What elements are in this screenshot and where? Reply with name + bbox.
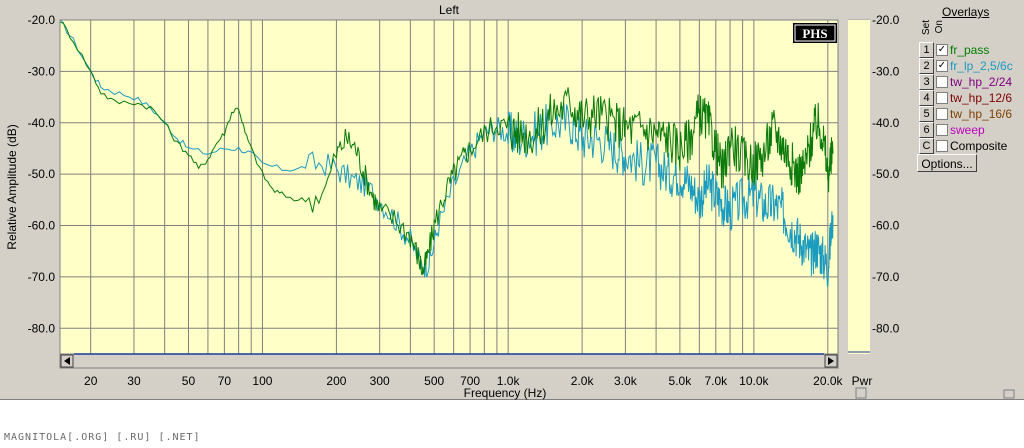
y-tick-label-right: -80.0 [872, 321, 900, 335]
overlay-set-button[interactable]: 5 [919, 106, 934, 122]
x-tick-label: 10.0k [739, 374, 769, 388]
overlay-row: 4 tw_hp_12/6 [919, 90, 1024, 106]
series-line-1 [59, 21, 834, 276]
y-axis-label: Relative Amplitude (dB) [5, 124, 19, 249]
watermark: MAGNITOLA[.ORG] [.RU] [.NET] [4, 432, 201, 443]
x-tick-label: 1.0k [497, 374, 521, 388]
overlay-row: 6 sweep [919, 122, 1024, 138]
overlay-checkbox[interactable]: ✓ [936, 44, 948, 56]
x-axis-label: Frequency (Hz) [464, 386, 547, 400]
overlays-title: Overlays [942, 5, 990, 19]
y-tick-label-right: -40.0 [872, 116, 900, 130]
y-tick-label-right: -30.0 [872, 64, 900, 78]
y-tick-labels-left: -20.0 -30.0 -40.0 -50.0 -60.0 -70.0 -80.0 [28, 13, 56, 335]
h-scrollbar[interactable] [59, 353, 839, 369]
overlay-checkbox[interactable] [936, 92, 948, 104]
window-border [0, 399, 1024, 400]
overlay-label: fr_lp_2,5/6c [950, 59, 1013, 73]
chart: PHS Left Frequency (Hz) Relative Amplitu… [5, 3, 1015, 400]
options-button[interactable]: Options... [917, 154, 977, 172]
overlay-label: tw_hp_16/6 [950, 107, 1013, 121]
x-tick-label: 300 [370, 374, 390, 388]
overlay-checkbox[interactable]: ✓ [936, 60, 948, 72]
right-arrow-icon [828, 357, 834, 365]
x-tick-label: 20.0k [813, 374, 843, 388]
overlay-set-button[interactable]: 3 [919, 74, 934, 90]
resize-grip[interactable] [855, 387, 867, 399]
y-tick-label: -40.0 [28, 116, 56, 130]
y-tick-label-right: -20.0 [872, 13, 900, 27]
y-tick-label: -80.0 [28, 321, 56, 335]
overlay-row: 5 tw_hp_16/6 [919, 106, 1024, 122]
x-tick-labels: 20 30 50 70 100 200 300 500 700 1.0k 2.0k 3.0k 5.0k 7… [84, 374, 843, 388]
y-tick-labels-right: -20.0 -30.0 -40.0 -50.0 -60.0 -70.0 -80.0 [872, 13, 900, 335]
svg-text:PHS: PHS [802, 26, 827, 41]
overlay-set-button[interactable]: C [919, 138, 934, 154]
overlay-label: tw_hp_12/6 [950, 91, 1013, 105]
x-tick-label: 70 [218, 374, 232, 388]
x-tick-label: 200 [326, 374, 346, 388]
overlay-set-button[interactable]: 2 [919, 58, 934, 74]
overlay-checkbox[interactable] [936, 108, 948, 120]
overlay-row: 3 tw_hp_2/24 [919, 74, 1024, 90]
y-tick-label: -20.0 [28, 13, 56, 27]
y-tick-label-right: -70.0 [872, 270, 900, 284]
left-arrow-icon [64, 357, 70, 365]
y-tick-label: -60.0 [28, 219, 56, 233]
overlay-checkbox[interactable] [936, 140, 948, 152]
y-tick-label: -70.0 [28, 270, 56, 284]
y-tick-label-right: -60.0 [872, 219, 900, 233]
overlay-checkbox[interactable] [936, 76, 948, 88]
x-tick-label: 7.0k [704, 374, 728, 388]
x-tick-label: 20 [84, 374, 98, 388]
overlay-checkbox[interactable] [936, 124, 948, 136]
overlay-row: C Composite [919, 138, 1024, 154]
y-tick-label-right: -50.0 [872, 167, 900, 181]
corner-grip[interactable] [1003, 389, 1015, 399]
pwr-bar [848, 20, 870, 354]
overlay-label: tw_hp_2/24 [950, 75, 1013, 89]
series-line-2 [59, 19, 834, 287]
overlays-on-label: On [934, 20, 945, 34]
overlay-row: 2 ✓ fr_lp_2,5/6c [919, 58, 1024, 74]
x-tick-label: 700 [460, 374, 480, 388]
x-tick-label: 100 [252, 374, 272, 388]
overlay-row: 1 ✓ fr_pass [919, 42, 1024, 58]
chart-title: Left [439, 3, 460, 17]
overlay-set-button[interactable]: 6 [919, 122, 934, 138]
y-tick-label: -50.0 [28, 167, 56, 181]
x-tick-label: 30 [127, 374, 141, 388]
phs-logo: PHS [793, 23, 837, 43]
x-tick-label: 50 [182, 374, 196, 388]
overlay-label: Composite [950, 139, 1008, 153]
overlays-set-label: Set [921, 20, 932, 36]
overlay-set-button[interactable]: 1 [919, 42, 934, 58]
x-tick-label: 500 [424, 374, 444, 388]
overlay-label: sweep [950, 123, 985, 137]
x-grid [90, 20, 829, 354]
x-tick-label: 3.0k [614, 374, 638, 388]
x-tick-label: 2.0k [571, 374, 595, 388]
series-group [59, 19, 834, 287]
x-tick-label: 5.0k [669, 374, 693, 388]
pwr-label: Pwr [852, 374, 873, 388]
overlay-label: fr_pass [950, 43, 990, 57]
overlay-set-button[interactable]: 4 [919, 90, 934, 106]
y-tick-label: -30.0 [28, 64, 56, 78]
